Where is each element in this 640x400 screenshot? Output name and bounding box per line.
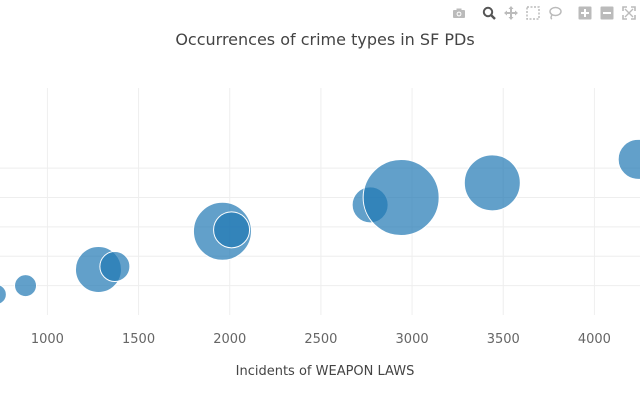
x-tick-label: 4000	[578, 332, 611, 347]
x-tick-label: 3500	[487, 332, 520, 347]
x-axis-title: Incidents of WEAPON LAWS	[236, 364, 415, 379]
bubble-series	[0, 138, 640, 305]
bubble-point[interactable]	[99, 251, 131, 283]
camera-icon[interactable]	[448, 4, 470, 22]
bubble-point[interactable]	[14, 274, 38, 298]
zoom-icon[interactable]	[478, 4, 500, 22]
bubble-point[interactable]	[617, 138, 640, 180]
bubble-point[interactable]	[0, 284, 7, 305]
x-tick-label: 2500	[304, 332, 337, 347]
chart-title: Occurrences of crime types in SF PDs	[175, 30, 474, 49]
bubble-point[interactable]	[213, 211, 251, 249]
x-tick-label: 1500	[122, 332, 155, 347]
x-tick-label: 1000	[31, 332, 64, 347]
x-tick-label: 2000	[213, 332, 246, 347]
box-select-icon[interactable]	[522, 4, 544, 22]
bubble-point[interactable]	[362, 159, 440, 236]
x-axis-ticks: 1000 1500 2000 2500 3000 3500 4000	[31, 332, 611, 347]
zoom-out-icon[interactable]	[596, 4, 618, 22]
zoom-in-icon[interactable]	[574, 4, 596, 22]
lasso-select-icon[interactable]	[544, 4, 566, 22]
plot-modebar	[448, 4, 640, 22]
chart-grid	[0, 88, 640, 315]
bubble-point[interactable]	[463, 154, 521, 212]
x-tick-label: 3000	[396, 332, 429, 347]
autoscale-icon[interactable]	[618, 4, 640, 22]
pan-icon[interactable]	[500, 4, 522, 22]
